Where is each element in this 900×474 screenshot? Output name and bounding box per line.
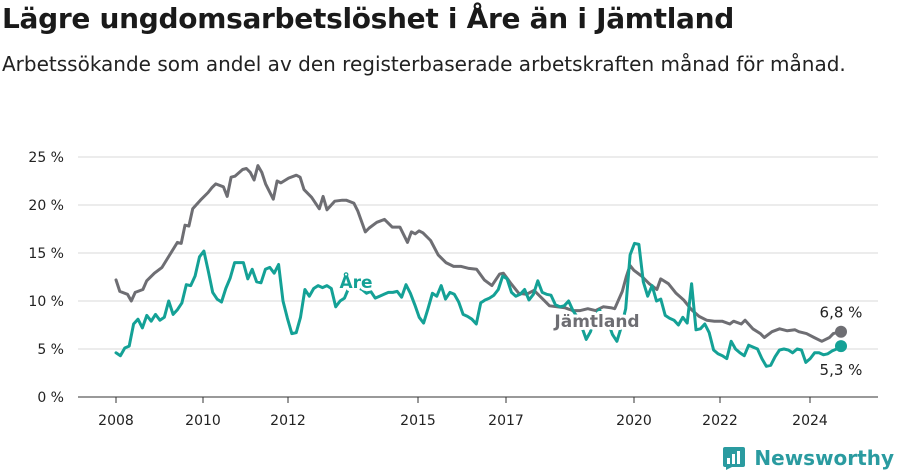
brand-name: Newsworthy [754, 446, 894, 470]
series-label-jamtland: Jämtland [553, 312, 639, 332]
y-tick-label: 15 % [28, 246, 64, 262]
x-tick-label: 2015 [400, 413, 436, 429]
x-tick-label: 2022 [702, 413, 738, 429]
y-tick-label: 5 % [37, 342, 64, 358]
series-line-jamtland [114, 164, 843, 343]
newsworthy-brand: Newsworthy [722, 446, 894, 470]
x-tick-label: 2008 [98, 413, 134, 429]
gridlines [78, 156, 878, 398]
y-tick-label: 0 % [37, 390, 64, 406]
end-label-are: 5,3 % [820, 361, 863, 379]
y-axis-labels: 0 % 5 % 10 % 15 % 20 % 25 % [28, 150, 64, 406]
x-tick-label: 2024 [792, 413, 828, 429]
series-label-jamtland-halo: Jämtland [553, 312, 639, 332]
y-tick-label: 20 % [28, 198, 64, 214]
x-axis: 2008 2010 2012 2015 2017 2020 2022 2024 [98, 397, 828, 429]
x-tick-label: 2020 [616, 413, 652, 429]
end-marker-are [835, 340, 847, 353]
x-tick-label: 2017 [488, 413, 524, 429]
y-tick-label: 25 % [28, 150, 64, 166]
end-label-jamtland: 6,8 % [820, 304, 863, 322]
x-tick-label: 2012 [270, 413, 306, 429]
series-line-are [114, 241, 843, 368]
series-lines [114, 164, 847, 368]
y-tick-label: 10 % [28, 294, 64, 310]
chart-title: Lägre ungdomsarbetslöshet i Åre än i Jäm… [2, 2, 735, 35]
chart-subtitle: Arbetssökande som andel av den registerb… [2, 52, 846, 76]
x-tick-label: 2010 [185, 413, 221, 429]
series-label-are: Åre [339, 270, 372, 293]
newsworthy-logo-icon [723, 447, 746, 470]
end-marker-jamtland [835, 325, 847, 338]
